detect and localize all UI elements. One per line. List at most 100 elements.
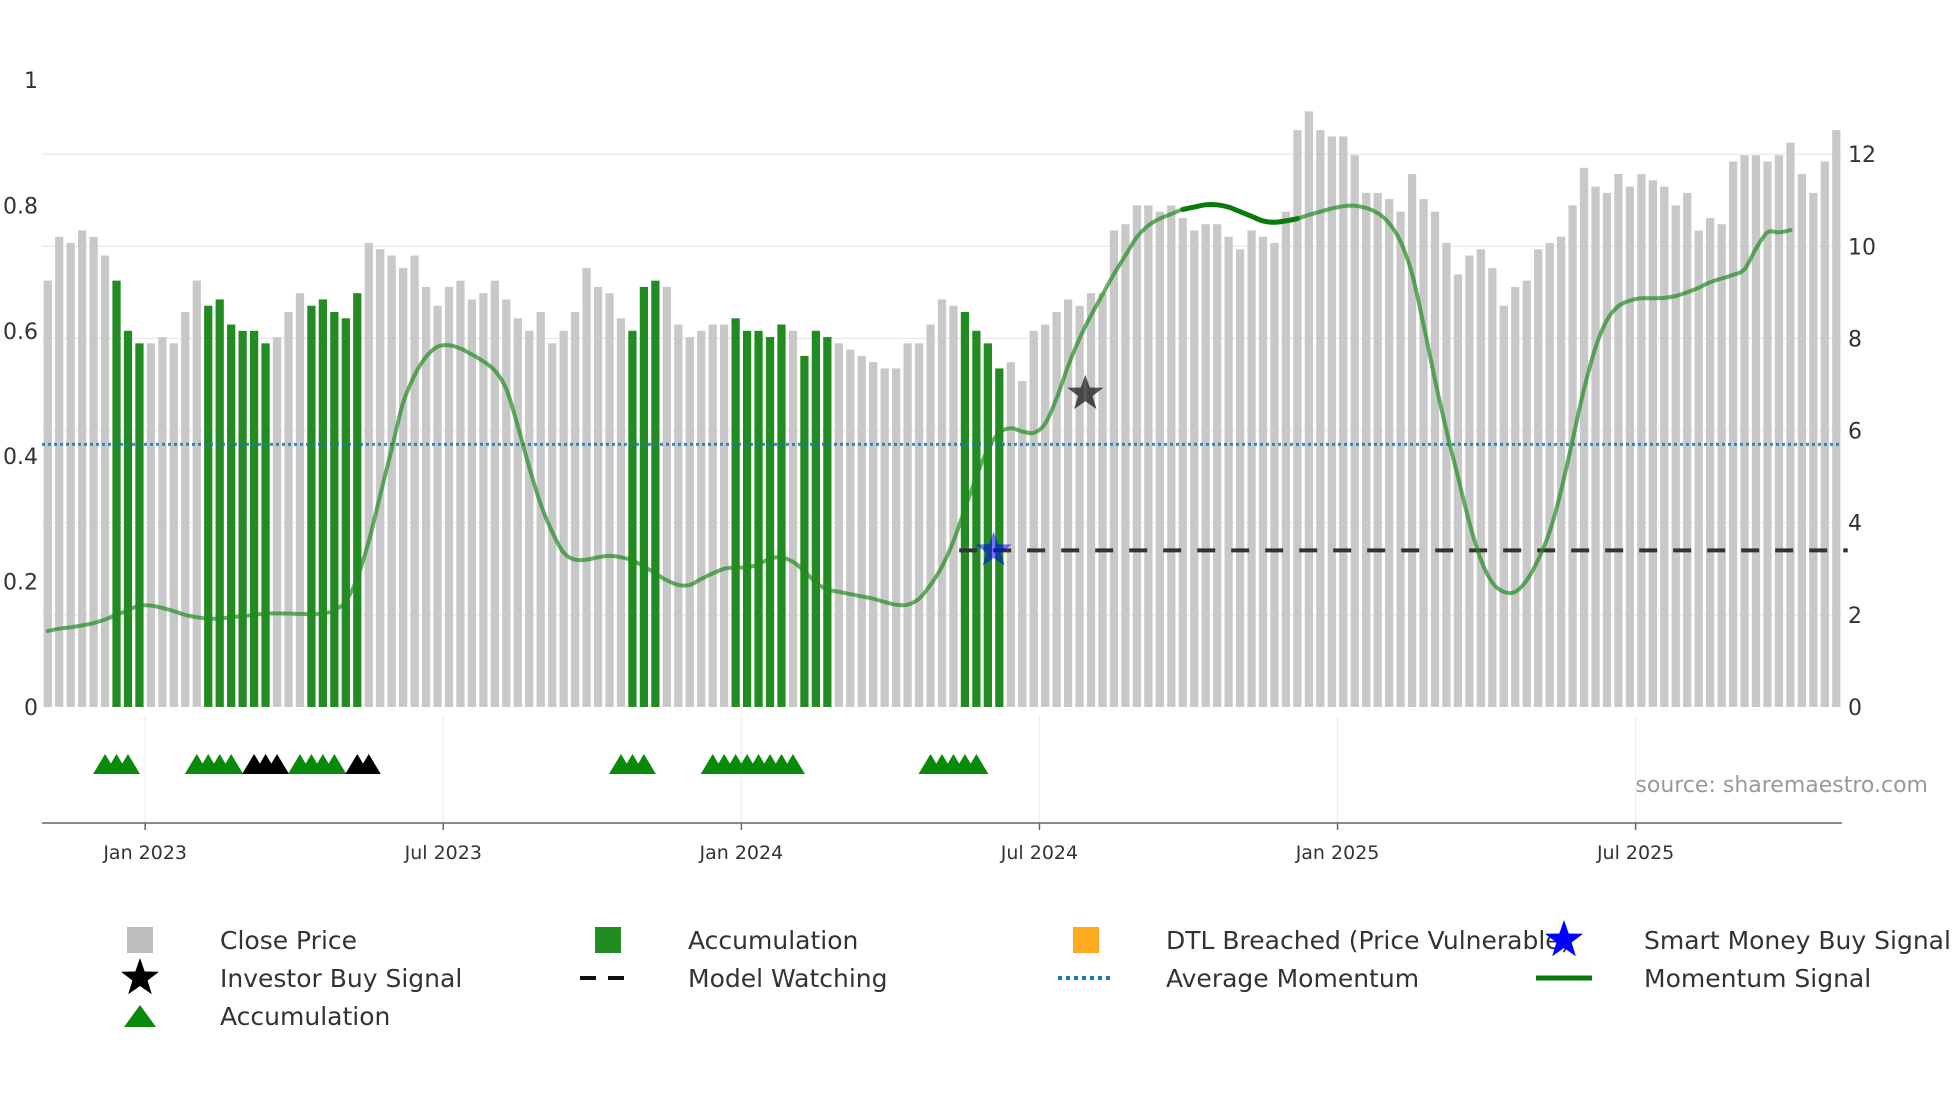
close-price-bar: [479, 293, 488, 707]
accumulation-marker: [322, 754, 347, 774]
close-price-bar: [513, 318, 522, 707]
close-price-bar: [1098, 293, 1107, 707]
close-price-bar: [1740, 155, 1749, 708]
accumulation-bar: [249, 330, 259, 707]
close-price-bar: [78, 230, 87, 708]
close-price-bar: [1430, 211, 1440, 708]
left-axis-tick-label: 0.6: [3, 320, 38, 345]
close-price-bar: [1671, 205, 1680, 707]
accumulation-bar: [754, 330, 763, 707]
close-price-bar: [616, 318, 626, 707]
accumulation-bar: [823, 337, 832, 707]
close-price-bar: [880, 368, 889, 707]
x-tick-label: Jan 2025: [1295, 842, 1380, 864]
accumulation-bar: [800, 355, 809, 707]
close-price-bar: [1751, 155, 1761, 708]
close-price-bar: [1579, 167, 1589, 707]
close-price-bar: [1786, 142, 1795, 707]
close-price-bar: [1155, 211, 1164, 708]
close-price-bar: [846, 349, 855, 707]
close-price-bar: [914, 343, 924, 707]
close-price-bar: [1293, 130, 1302, 707]
close-price-bar: [284, 311, 293, 707]
accumulation-marker: [964, 754, 989, 774]
close-price-bar: [605, 293, 614, 707]
accumulation-bar: [261, 343, 270, 707]
close-price-bar: [1556, 236, 1566, 707]
close-price-bar: [1075, 305, 1084, 707]
close-price-bar: [1465, 255, 1474, 707]
x-tick-label: Jul 2023: [404, 842, 482, 864]
close-price-bar: [1167, 205, 1176, 707]
close-price-bar: [399, 268, 408, 707]
close-price-bar: [1086, 293, 1096, 707]
close-price-bar: [1052, 311, 1061, 707]
close-price-bar: [444, 286, 454, 707]
close-price-bar: [1018, 380, 1027, 707]
close-price-bar: [1190, 230, 1199, 708]
close-price-bar: [1545, 243, 1554, 707]
close-price-bar: [376, 249, 385, 708]
momentum-signal-line: [45, 202, 1793, 633]
close-price-bar: [1614, 174, 1623, 708]
close-price-bar: [1063, 299, 1073, 707]
close-price-bar: [1476, 249, 1485, 708]
x-tick-label: Jan 2023: [102, 842, 187, 864]
left-axis-tick-label: 0: [24, 696, 38, 721]
left-axis-tick-label: 0.4: [3, 445, 38, 470]
close-price-bar: [272, 337, 282, 707]
accumulation-bar: [238, 330, 247, 707]
close-price-bar: [1820, 161, 1829, 707]
close-price-bar: [1385, 199, 1394, 707]
accumulation-bar: [731, 318, 740, 707]
accumulation-bar: [777, 324, 786, 707]
accumulation-bar: [353, 293, 362, 707]
close-price-bar: [1511, 286, 1520, 707]
close-price-bar: [1178, 217, 1187, 707]
close-price-bar: [1683, 192, 1692, 708]
close-price-bar: [788, 330, 798, 707]
close-price-bar: [1591, 186, 1600, 708]
close-price-bar: [697, 330, 706, 707]
close-price-bar: [456, 280, 465, 707]
close-price-bar: [834, 343, 843, 707]
close-price-bar: [1350, 155, 1359, 708]
close-price-bar: [869, 362, 878, 707]
source-label: source: sharemaestro.com: [1635, 773, 1928, 798]
close-price-bar: [43, 280, 52, 707]
close-price-bar: [582, 268, 591, 707]
right-axis-tick-label: 6: [1848, 420, 1862, 445]
close-price-bar: [89, 236, 98, 707]
close-price-bar: [1694, 230, 1703, 708]
close-price-bar: [192, 280, 201, 707]
close-price-bar: [1660, 186, 1669, 708]
accumulation-bar: [135, 343, 144, 707]
smart-money-buy-signal: [975, 531, 1012, 566]
close-price-bar: [525, 330, 534, 707]
close-price-bar: [662, 286, 671, 707]
close-price-bar: [1728, 161, 1738, 707]
close-price-bar: [1258, 236, 1268, 707]
investor-signal-marker: [356, 754, 381, 774]
close-price-bar: [1706, 217, 1715, 707]
accumulation-bar: [318, 299, 328, 707]
close-price-bar: [1235, 249, 1245, 708]
right-axis-tick-label: 8: [1848, 327, 1862, 352]
close-price-bar: [467, 299, 477, 707]
x-tick-label: Jul 2025: [1596, 842, 1674, 864]
accumulation-marker: [780, 754, 805, 774]
accumulation-bar: [995, 368, 1004, 707]
close-price-bar: [1419, 199, 1428, 707]
close-price-bar: [1534, 249, 1543, 708]
close-price-bar: [857, 355, 866, 707]
close-price-bar: [1224, 236, 1233, 707]
close-price-bar: [146, 343, 156, 707]
close-price-bar: [1144, 205, 1153, 707]
close-price-bar: [100, 255, 110, 707]
close-price-bar: [1362, 192, 1371, 708]
close-price-bar: [1797, 174, 1806, 708]
close-price-bar: [1407, 174, 1417, 708]
close-price-bar: [892, 368, 901, 707]
right-axis-tick-label: 2: [1848, 604, 1862, 629]
close-price-bar: [1247, 230, 1256, 708]
